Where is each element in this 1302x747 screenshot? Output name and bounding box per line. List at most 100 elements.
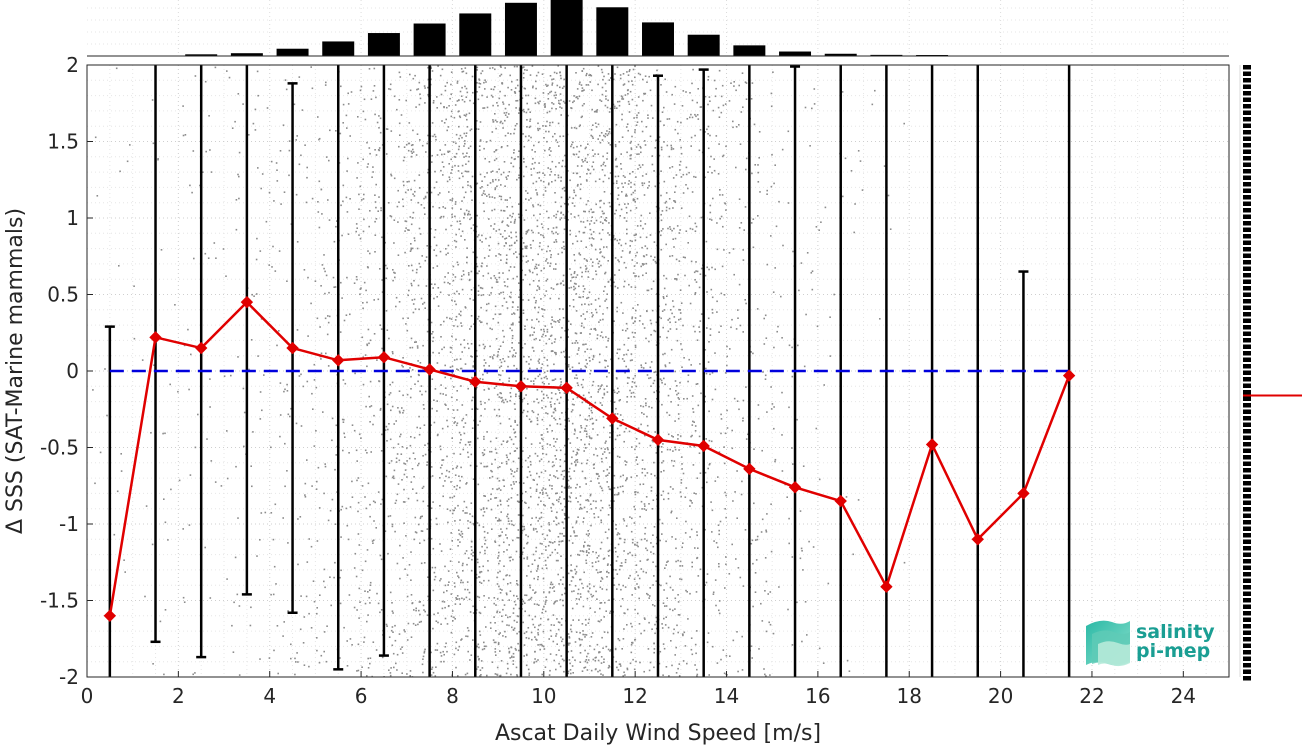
scatter-point [538,624,540,627]
scatter-point [335,424,338,427]
scatter-point [499,121,502,124]
scatter-point [396,562,399,565]
scatter-point [476,256,478,259]
scatter-point [630,181,632,184]
scatter-point [268,657,271,659]
scatter-point [533,331,535,334]
scatter-point [554,338,557,340]
scatter-point [516,65,518,68]
scatter-point [575,235,577,237]
scatter-point [287,610,289,612]
scatter-point [569,368,571,370]
scatter-point [585,624,587,626]
scatter-point [432,671,435,674]
scatter-point [424,307,426,309]
scatter-point [320,358,322,360]
scatter-point [498,544,501,547]
scatter-point [667,498,670,500]
scatter-point [313,379,316,381]
scatter-point [465,550,468,552]
scatter-point [394,502,397,504]
scatter-point [483,435,485,438]
scatter-point [634,493,637,496]
scatter-point [388,393,391,396]
scatter-point [597,388,600,391]
scatter-point [553,590,556,592]
scatter-point [481,262,483,265]
scatter-point [507,520,510,522]
scatter-point [527,403,529,405]
scatter-point [670,401,672,403]
scatter-point [517,649,520,652]
scatter-point [518,631,521,633]
scatter-point [306,459,308,461]
scatter-point [636,583,638,585]
scatter-point [328,291,330,294]
scatter-point [362,307,364,310]
scatter-point [584,447,587,449]
scatter-point [304,482,307,485]
scatter-point [279,414,282,416]
scatter-point [672,148,675,150]
scatter-point [439,651,442,654]
scatter-point [555,458,557,460]
scatter-point [514,419,516,422]
scatter-point [581,670,584,672]
scatter-point [450,83,452,86]
scatter-point [420,204,423,206]
scatter-point [469,129,472,132]
scatter-point [311,87,314,90]
scatter-point [398,410,401,413]
scatter-point [590,636,593,638]
scatter-point [604,272,606,275]
scatter-point [562,604,564,607]
scatter-point [545,290,548,292]
scatter-point [594,327,596,330]
scatter-point [549,91,551,94]
scatter-point [575,374,578,376]
scatter-point [662,674,664,676]
scatter-point [511,342,513,344]
scatter-point [393,469,396,472]
scatter-point [553,341,556,343]
scatter-point [484,345,486,348]
scatter-point [590,669,593,672]
scatter-point [623,440,625,443]
scatter-point [606,481,608,483]
scatter-point [450,172,452,174]
scatter-point [514,431,517,433]
scatter-point [484,362,487,364]
scatter-point [360,287,362,289]
scatter-point [616,533,619,536]
scatter-point [663,141,665,143]
scatter-point [538,460,541,462]
scatter-point [518,216,521,219]
scatter-point [320,285,322,287]
scatter-point [535,180,538,183]
scatter-point [580,325,583,327]
scatter-point [463,339,466,341]
scatter-point [603,392,606,395]
scatter-point [627,552,629,555]
scatter-point [608,549,611,552]
scatter-point [626,401,628,403]
scatter-point [663,287,666,290]
scatter-point [491,170,494,172]
scatter-point [591,165,593,168]
scatter-point [470,315,473,317]
scatter-point [120,470,123,472]
scatter-point [339,602,342,605]
scatter-point [629,359,632,362]
scatter-point [364,118,367,121]
scatter-point [357,669,360,672]
scatter-point [570,569,572,572]
scatter-point [484,79,486,81]
scatter-point [497,466,499,469]
scatter-point [554,476,557,478]
scatter-point [523,110,525,113]
scatter-point [550,90,553,93]
scatter-point [486,195,488,197]
scatter-point [512,629,515,631]
scatter-point [387,515,390,518]
scatter-point [345,314,348,316]
